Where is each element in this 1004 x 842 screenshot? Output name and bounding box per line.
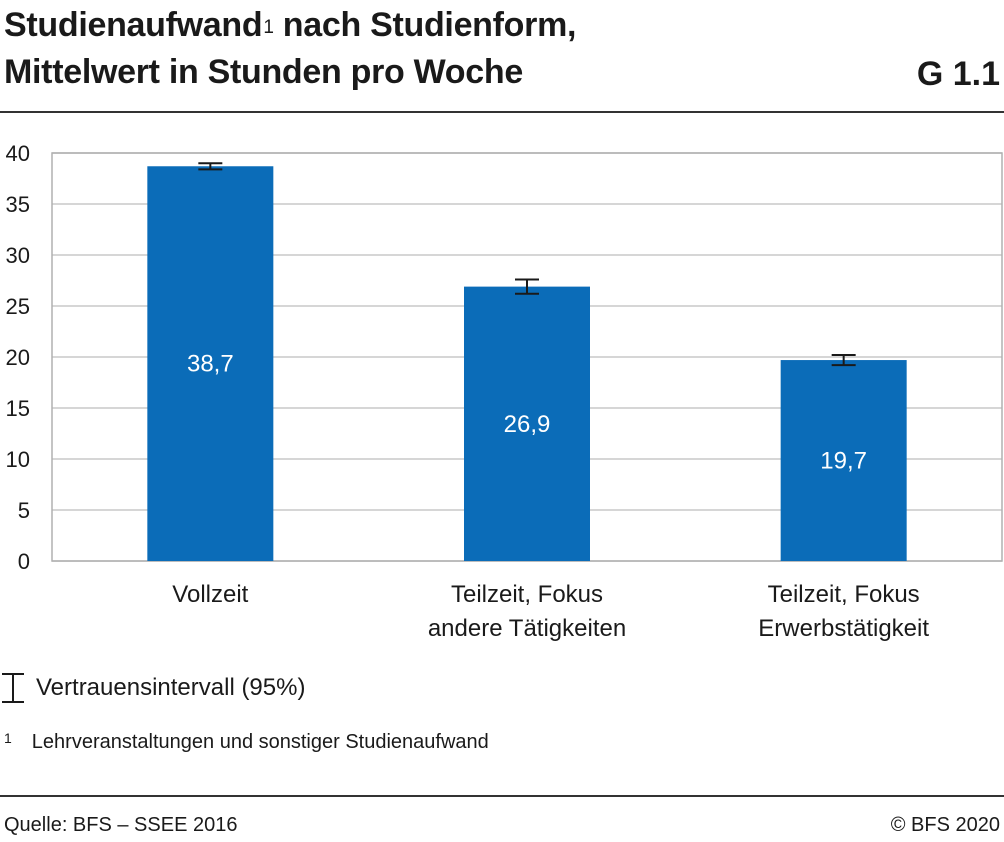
legend: Vertrauensintervall (95%)	[0, 666, 305, 710]
chart-title: Studienaufwand1 nach Studienform, Mittel…	[4, 2, 764, 96]
footnote: 1 Lehrveranstaltungen und sonstiger Studi…	[4, 730, 489, 754]
category-label: andere Tätigkeiten	[428, 615, 626, 642]
copyright: © BFS 2020	[890, 814, 1000, 836]
title-part1: Studienaufwand	[4, 6, 263, 44]
y-tick-label: 25	[6, 294, 30, 319]
y-tick-label: 30	[6, 243, 30, 268]
bar	[147, 166, 274, 561]
title-line2: Mittelwert in Stunden pro Woche	[4, 53, 523, 91]
category-label: Erwerbstätigkeit	[758, 615, 929, 642]
category-label: Teilzeit, Fokus	[451, 581, 603, 608]
legend-label: Vertrauensintervall (95%)	[36, 674, 306, 701]
title-footnote-mark: 1	[263, 17, 274, 38]
footnote-number: 1	[4, 730, 12, 746]
y-tick-label: 10	[6, 447, 30, 472]
bar	[780, 360, 907, 561]
error-bar-icon	[2, 673, 24, 703]
top-rule	[0, 111, 1004, 113]
data-label: 26,9	[504, 411, 551, 438]
footnote-text: Lehrveranstaltungen und sonstiger Studie…	[31, 731, 489, 753]
data-label: 19,7	[820, 448, 867, 475]
bottom-rule	[0, 795, 1004, 797]
y-tick-label: 0	[18, 549, 30, 574]
title-part2: nach Studienform,	[273, 6, 577, 44]
y-tick-label: 40	[6, 141, 30, 166]
data-label: 38,7	[187, 351, 234, 378]
figure-code: G 1.1	[916, 55, 1000, 93]
y-tick-label: 5	[18, 498, 30, 523]
y-tick-label: 20	[6, 345, 30, 370]
bar	[464, 286, 590, 561]
source-note: Quelle: BFS – SSEE 2016	[4, 814, 238, 836]
y-tick-label: 35	[6, 192, 30, 217]
y-tick-label: 15	[6, 396, 30, 421]
category-label: Teilzeit, Fokus	[768, 581, 920, 608]
category-label: Vollzeit	[172, 581, 248, 608]
bar-chart: 0 5 10 15 20 25 30 35 40 38,7 Vollzeit 26,9 Teilzeit…	[6, 141, 1003, 642]
